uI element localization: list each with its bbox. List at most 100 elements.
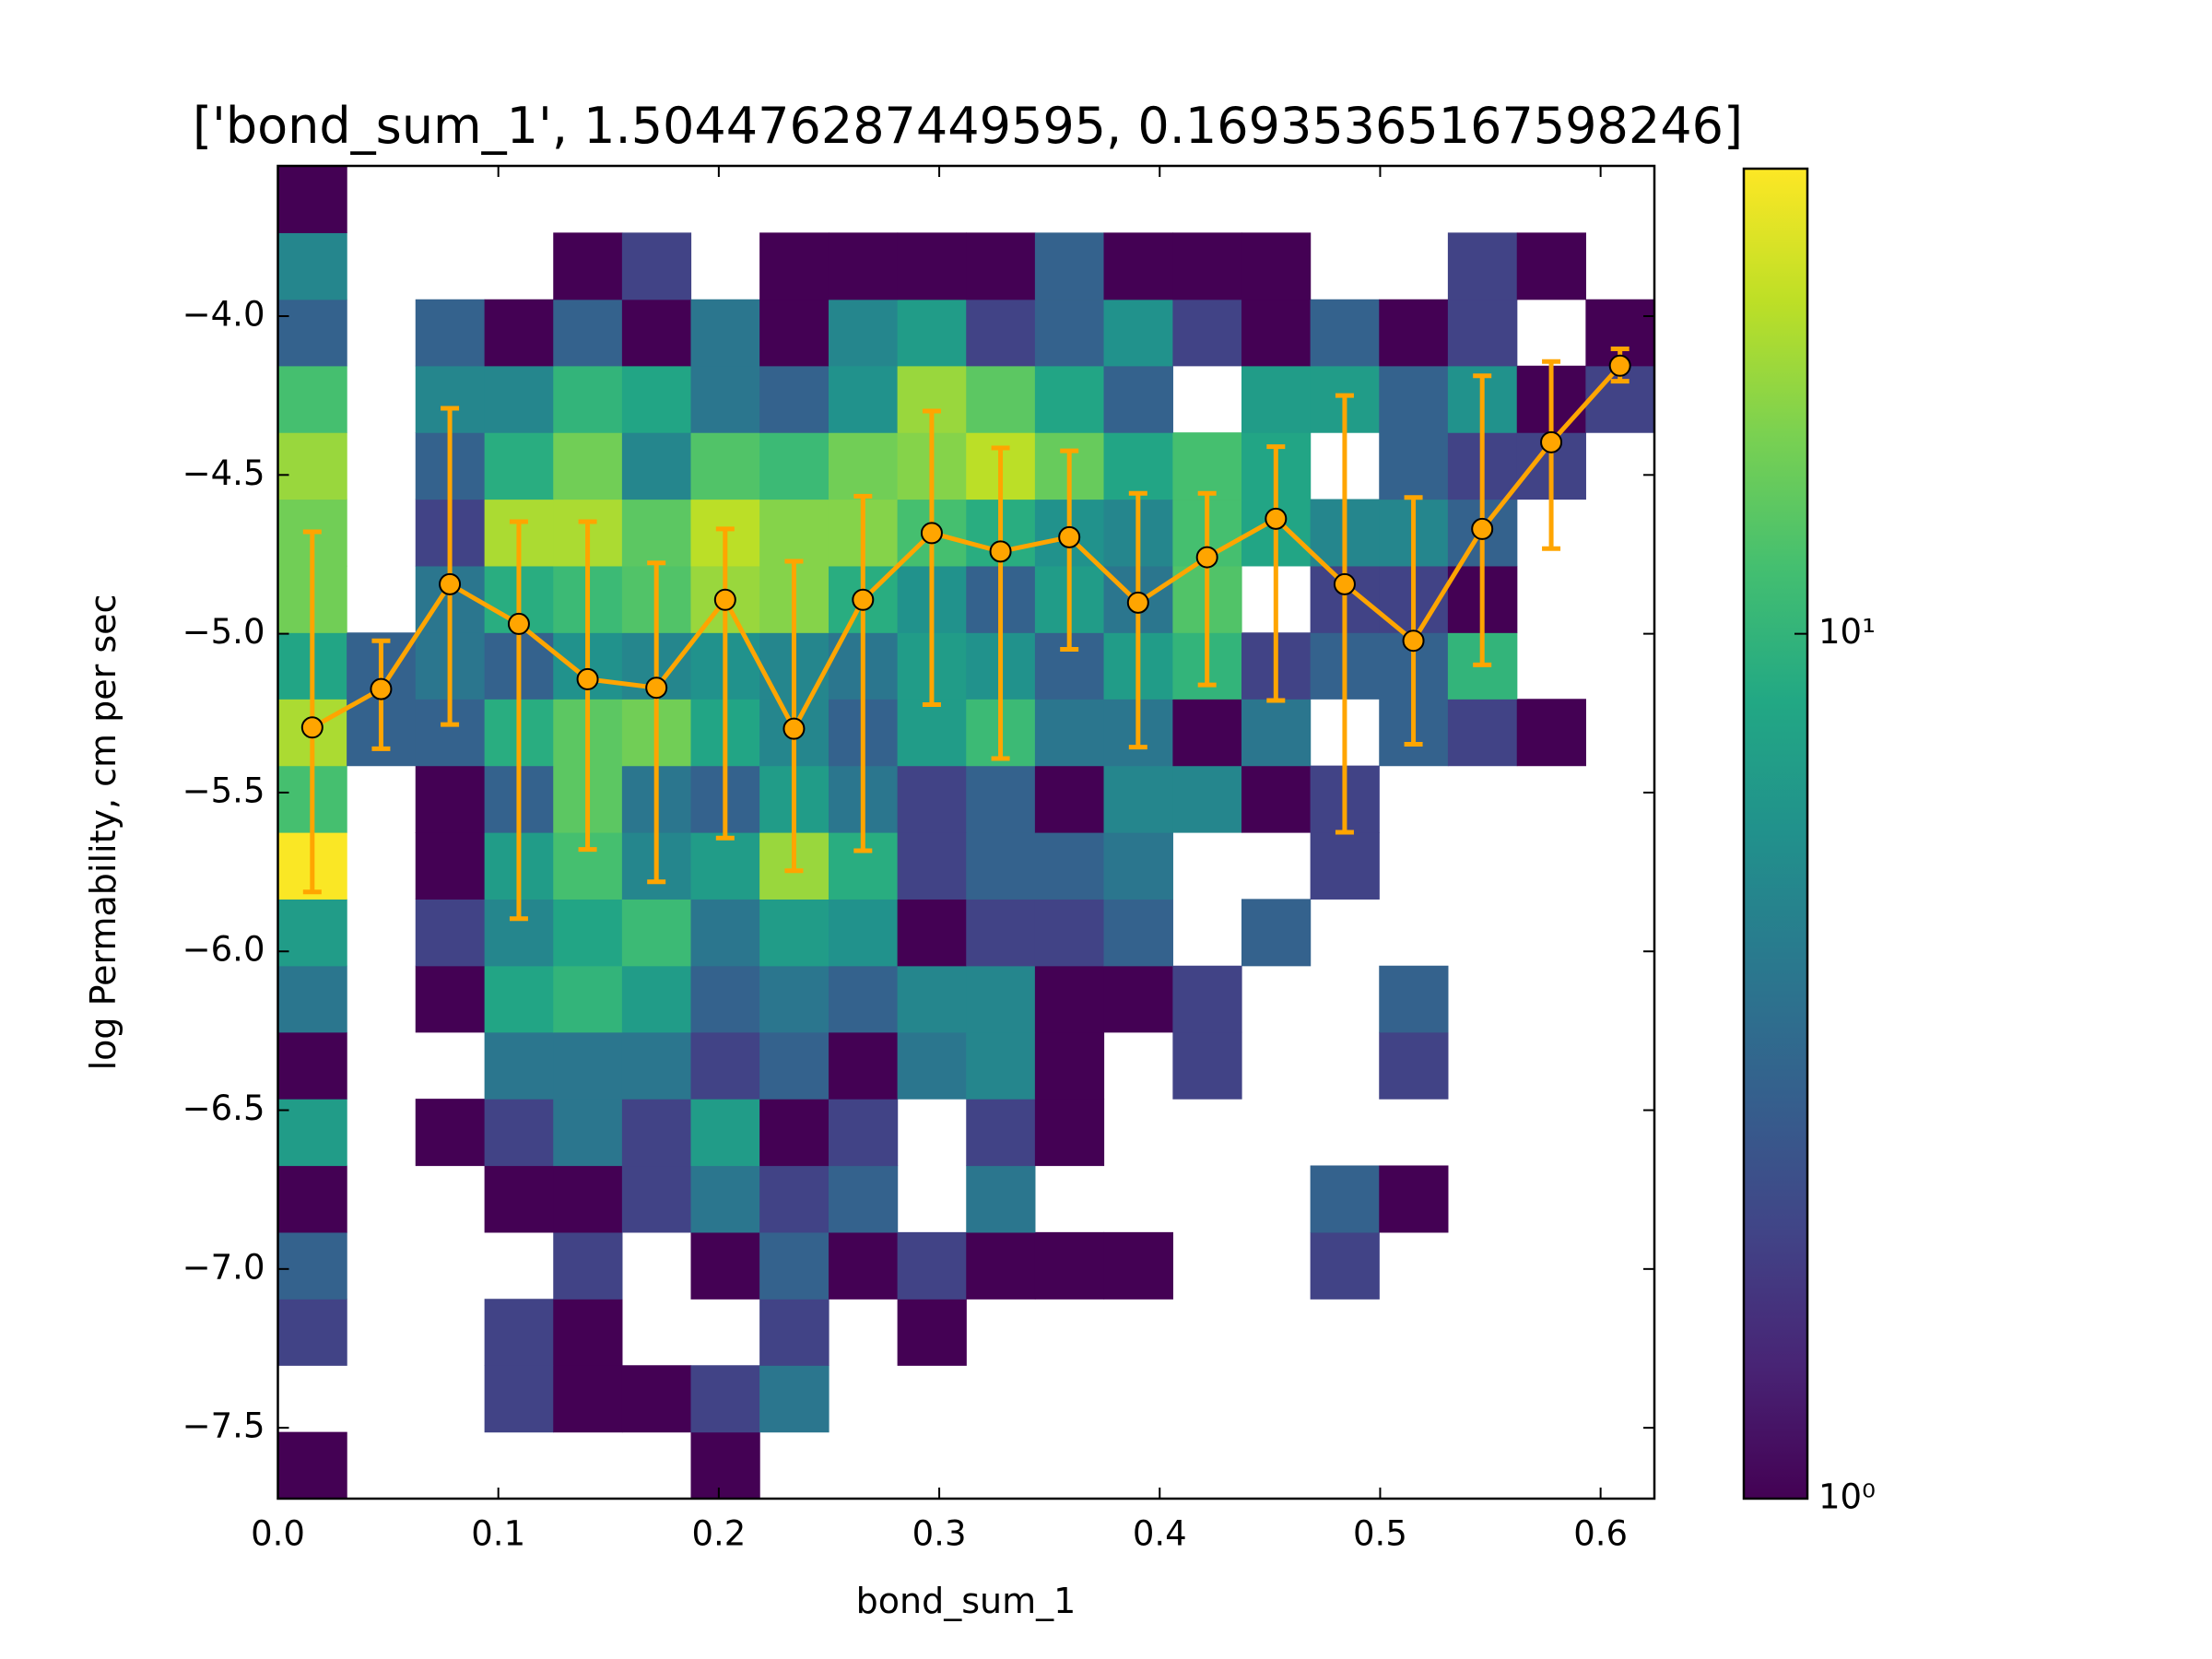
heatmap-cell — [759, 499, 830, 567]
series-marker — [1126, 591, 1149, 614]
heatmap-cell — [897, 1231, 967, 1300]
heatmap-cell — [277, 1099, 347, 1167]
series-marker — [1195, 546, 1218, 569]
heatmap-cell — [621, 365, 692, 433]
heatmap-cell — [759, 232, 830, 300]
heatmap-cell — [690, 1431, 760, 1500]
heatmap-cell — [1241, 232, 1312, 300]
heatmap-cell — [484, 965, 554, 1033]
heatmap-cell — [484, 365, 554, 433]
heatmap-cell — [621, 432, 692, 500]
heatmap-cell — [277, 299, 347, 367]
heatmap-cell — [1447, 699, 1518, 767]
heatmap-cell — [1241, 299, 1312, 367]
heatmap-cell — [897, 765, 967, 833]
series-marker — [1471, 517, 1494, 540]
series-marker — [713, 588, 736, 611]
heatmap-cell — [759, 1231, 830, 1300]
heatmap-cell — [1241, 365, 1312, 433]
heatmap-cell — [966, 299, 1036, 367]
heatmap — [277, 166, 1655, 1500]
heatmap-cell — [1447, 232, 1518, 300]
heatmap-cell — [1172, 1031, 1242, 1100]
series-marker — [852, 588, 875, 611]
heatmap-cell — [1103, 432, 1173, 500]
heatmap-cell — [759, 1031, 830, 1100]
heatmap-cell — [277, 1165, 347, 1233]
heatmap-cell — [897, 965, 967, 1033]
heatmap-cell — [277, 1031, 347, 1100]
heatmap-cell — [277, 1231, 347, 1300]
heatmap-cell — [553, 1031, 623, 1100]
heatmap-cell — [553, 232, 623, 300]
heatmap-cell — [828, 1231, 899, 1300]
heatmap-cell — [1034, 699, 1105, 767]
heatmap-cell — [277, 1299, 347, 1366]
heatmap-cell — [828, 232, 899, 300]
heatmap-cell — [277, 1431, 347, 1500]
y-tick-label: −4.5 — [182, 453, 265, 493]
heatmap-cell — [1516, 699, 1586, 767]
heatmap-cell — [553, 1099, 623, 1167]
heatmap-cell — [1103, 232, 1173, 300]
heatmap-cell — [553, 1299, 623, 1366]
heatmap-cell — [415, 299, 486, 367]
series-marker — [1333, 572, 1356, 595]
heatmap-cell — [1103, 1231, 1173, 1300]
heatmap-cell — [553, 432, 623, 500]
heatmap-cell — [759, 299, 830, 367]
series-marker — [920, 522, 943, 545]
heatmap-cell — [1172, 299, 1242, 367]
series-marker — [989, 540, 1012, 563]
heatmap-cell — [415, 965, 486, 1033]
heatmap-cell — [621, 1365, 692, 1433]
colorbar — [1744, 169, 1807, 1499]
series-marker — [645, 677, 668, 700]
heatmap-cell — [1379, 365, 1449, 433]
heatmap-cell — [1034, 1099, 1105, 1167]
heatmap-cell — [484, 432, 554, 500]
heatmap-cell — [415, 1099, 486, 1167]
heatmap-cell — [759, 365, 830, 433]
heatmap-cell — [966, 232, 1036, 300]
heatmap-cell — [621, 299, 692, 367]
heatmap-cell — [966, 1031, 1036, 1100]
heatmap-cell — [1379, 299, 1449, 367]
heatmap-cell — [1034, 832, 1105, 900]
y-tick-label: −5.5 — [182, 771, 265, 810]
heatmap-cell — [690, 299, 760, 367]
heatmap-cell — [415, 899, 486, 967]
heatmap-cell — [966, 1165, 1036, 1233]
heatmap-cell — [1241, 765, 1312, 833]
heatmap-cell — [553, 1165, 623, 1233]
heatmap-cell — [1034, 299, 1105, 367]
heatmap-cell — [828, 1165, 899, 1233]
heatmap-cell — [484, 1299, 554, 1366]
colorbar-tick-label: 10⁰ — [1818, 1477, 1876, 1517]
heatmap-cell — [1034, 1031, 1105, 1100]
series-marker — [1265, 507, 1288, 530]
heatmap-cell — [897, 299, 967, 367]
heatmap-cell — [484, 1365, 554, 1433]
heatmap-cell — [1103, 832, 1173, 900]
heatmap-cell — [828, 965, 899, 1033]
heatmap-cell — [897, 232, 967, 300]
colorbar-tick-label: 10¹ — [1818, 612, 1876, 652]
heatmap-cell — [553, 1231, 623, 1300]
series-marker — [1058, 525, 1081, 548]
heatmap-cell — [1034, 365, 1105, 433]
heatmap-cell — [553, 1365, 623, 1433]
series-marker — [782, 717, 806, 740]
y-axis-label: log Permability, cm per sec — [83, 594, 124, 1071]
heatmap-cell — [621, 232, 692, 300]
heatmap-cell — [690, 432, 760, 500]
heatmap-cell — [1172, 765, 1242, 833]
heatmap-cell — [553, 965, 623, 1033]
heatmap-cell — [1379, 432, 1449, 500]
y-tick-label: −6.0 — [182, 930, 265, 970]
heatmap-cell — [1172, 432, 1242, 500]
y-tick-label: −4.0 — [182, 295, 265, 335]
series-marker — [507, 612, 530, 635]
y-tick-label: −7.0 — [182, 1247, 265, 1287]
heatmap-cell — [690, 1099, 760, 1167]
